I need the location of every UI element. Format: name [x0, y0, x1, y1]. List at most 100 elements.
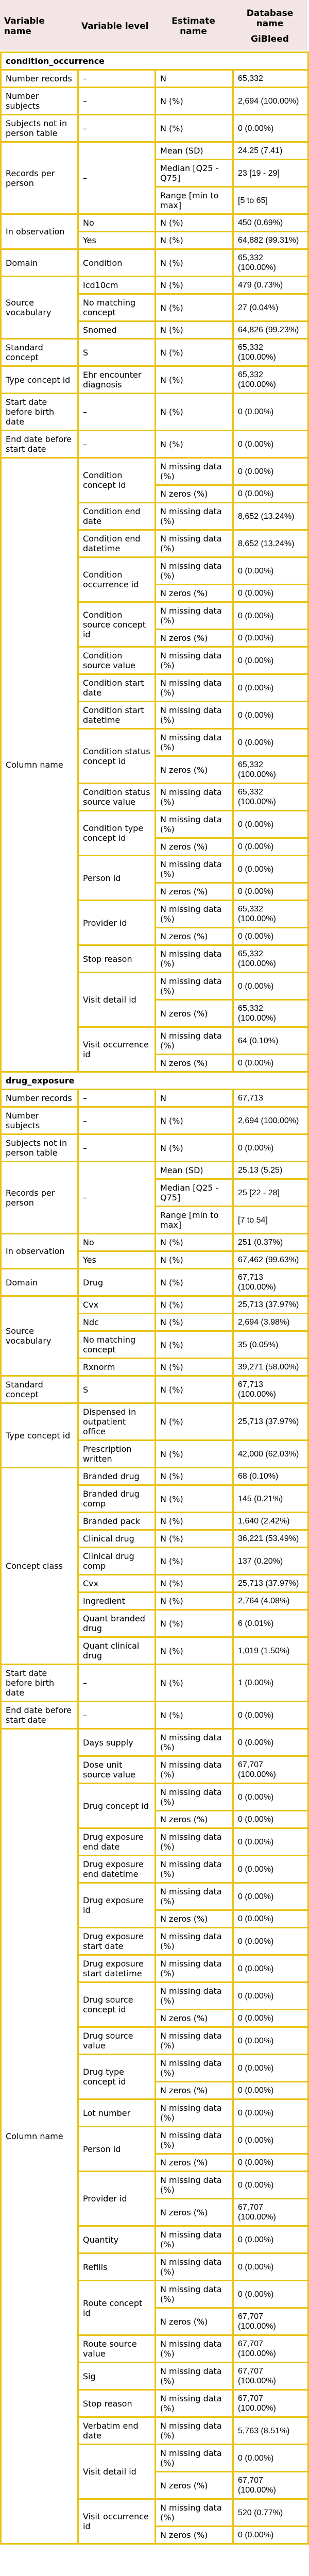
variable-level-cell: Condition concept id: [77, 457, 156, 503]
value-cell: 1,640 (2.42%): [232, 1512, 309, 1531]
table-row: Domain Condition N (%) 65,332 (100.00%): [0, 248, 309, 277]
value-cell: 0 (0.00%): [232, 1054, 309, 1073]
table-row: N zeros (%) 67,707 (100.00%): [1, 2198, 309, 2227]
value-cell: 0 (0.00%): [232, 1882, 309, 1911]
value-cell: 0 (0.00%): [232, 393, 309, 431]
estimate-name-cell: N (%): [154, 276, 234, 295]
table-row: N zeros (%) 0 (0.00%): [1, 2153, 309, 2172]
variable-level-cell: Condition start datetime: [77, 701, 156, 730]
estimate-name-cell: N missing data (%): [154, 1882, 234, 1911]
estimate-name-cell: N (%): [154, 1358, 234, 1377]
table-row: Condition occurrence id N missing data (%…: [1, 556, 309, 603]
variable-level-cell: Route source value: [77, 2334, 156, 2363]
variable-level-cell: Condition type concept id: [77, 810, 156, 856]
variable-level-cell: Route concept id: [77, 2280, 156, 2336]
variable-level-cell: Visit occurrence id: [77, 1026, 156, 1073]
table-row: Condition start datetime N missing data (…: [1, 701, 309, 730]
value-cell: 0 (0.00%): [232, 1927, 309, 1956]
table-row: Condition end datetime N missing data (%)…: [1, 529, 309, 558]
variable-level-cell: Drug: [77, 1268, 156, 1297]
value-cell: 65,332 (100.00%): [232, 944, 309, 973]
value-cell: 67,713 (100.00%): [232, 1375, 309, 1404]
variable-level-cell: Condition occurrence id: [77, 556, 156, 603]
value-cell: 65,332: [232, 69, 309, 88]
value-cell: 479 (0.73%): [232, 276, 309, 295]
value-cell: 520 (0.77%): [232, 2498, 309, 2527]
table-row: Drug source concept id N missing data (%)…: [1, 1981, 309, 2028]
variable-level-cell: Condition source value: [77, 646, 156, 675]
variable-level-cell: S: [77, 1375, 156, 1404]
estimate-name-cell: N zeros (%): [154, 837, 234, 856]
estimate-name-cell: N (%): [154, 338, 234, 367]
variable-level-cell: Branded drug: [77, 1467, 156, 1486]
value-cell: 251 (0.37%): [232, 1233, 309, 1252]
table-row: N zeros (%) 0 (0.00%): [1, 629, 309, 648]
variable-name-cell: End date before start date: [0, 430, 79, 459]
table-row: Drug exposure end date N missing data (%)…: [1, 1827, 309, 1856]
variable-level-cell: –: [77, 1089, 156, 1108]
variable-name-cell: Standard concept: [0, 1375, 79, 1404]
table-row: In observation No N (%) 251 (0.37%): [0, 1233, 309, 1269]
value-cell: 42,000 (62.03%): [232, 1439, 309, 1468]
table-row: Type concept id Ehr encounter diagnosis N …: [0, 365, 309, 394]
estimate-name-cell: N (%): [154, 1591, 234, 1611]
value-cell: 0 (0.00%): [232, 2081, 309, 2100]
estimate-name-cell: N zeros (%): [154, 755, 234, 784]
table-row: Refills N missing data (%) 0 (0.00%): [1, 2252, 309, 2281]
variable-level-cell: Ingredient: [77, 1591, 156, 1611]
table-row: Source vocabulary Cvx N (%) 25,713 (37.97%): [0, 1295, 309, 1377]
value-cell: 0 (0.00%): [232, 1855, 309, 1884]
table-row: N zeros (%) 65,332 (100.00%): [1, 999, 309, 1028]
estimate-name-cell: N missing data (%): [154, 2252, 234, 2281]
table-row: Quant branded drug N (%) 6 (0.01%): [1, 1609, 309, 1638]
variable-level-cell: Sig: [77, 2362, 156, 2391]
table-row: N zeros (%) 0 (0.00%): [1, 584, 309, 603]
value-cell: 0 (0.00%): [232, 629, 309, 648]
value-cell: 0 (0.00%): [232, 556, 309, 585]
table-row: Standard concept S N (%) 67,713 (100.00%): [0, 1375, 309, 1404]
estimate-name-cell: N missing data (%): [154, 2054, 234, 2082]
table-row: Subjects not in person table – N (%) 0 (0.0…: [0, 114, 309, 143]
estimate-name-cell: N (%): [154, 393, 234, 431]
variable-level-cell: Condition: [77, 248, 156, 277]
estimate-name-cell: N (%): [154, 87, 234, 115]
value-cell: 0 (0.00%): [232, 1954, 309, 1983]
value-cell: 65,332 (100.00%): [232, 365, 309, 394]
table-row: N zeros (%) 0 (0.00%): [1, 1810, 309, 1829]
table-row: Dose unit source value N missing data (%)…: [1, 1755, 309, 1784]
estimate-name-cell: N (%): [154, 1313, 234, 1332]
variable-name-cell: Type concept id: [0, 1402, 79, 1468]
variable-level-cell: Condition status source value: [77, 783, 156, 811]
value-cell: 0 (0.00%): [232, 855, 309, 884]
variable-name-cell: Start date before birth date: [0, 1664, 79, 1702]
variable-level-cell: No: [77, 213, 156, 232]
value-cell: 0 (0.00%): [232, 927, 309, 946]
table-row: Person id N missing data (%) 0 (0.00%): [1, 2126, 309, 2172]
value-cell: 2,764 (4.08%): [232, 1591, 309, 1611]
table-row: Subjects not in person table – N (%) 0 (0.0…: [0, 1133, 309, 1162]
variable-level-cell: Visit detail id: [77, 2444, 156, 2500]
variable-name-cell: End date before start date: [0, 1701, 79, 1730]
value-cell: 65,332 (100.00%): [232, 999, 309, 1028]
table-row: Condition end date N missing data (%) 8,65…: [1, 502, 309, 531]
table-row: Lot number N missing data (%) 0 (0.00%): [1, 2098, 309, 2127]
variable-level-cell: Cvx: [77, 1574, 156, 1593]
value-cell: 0 (0.00%): [232, 2009, 309, 2028]
variable-level-cell: Drug exposure end datetime: [77, 1855, 156, 1884]
estimate-name-cell: N (%): [154, 1106, 234, 1135]
value-cell: 0 (0.00%): [232, 114, 309, 143]
value-cell: 67,707 (100.00%): [232, 1755, 309, 1784]
variable-name-cell: Domain: [0, 248, 79, 277]
value-cell: 65,332 (100.00%): [232, 900, 309, 928]
table-row: Visit occurrence id N missing data (%) 520…: [1, 2498, 309, 2545]
variable-level-cell: –: [77, 430, 156, 459]
variable-level-cell: Cvx: [77, 1295, 156, 1314]
estimate-name-cell: N zeros (%): [154, 584, 234, 603]
value-cell: 0 (0.00%): [232, 810, 309, 839]
table-row: Visit detail id N missing data (%) 0 (0.00…: [1, 2444, 309, 2500]
variable-level-cell: Dose unit source value: [77, 1755, 156, 1784]
column-header-estimate-name: Estimate name: [171, 16, 215, 37]
table-row: Drug source value N missing data (%) 0 (0.…: [1, 2026, 309, 2055]
table-row: N zeros (%) 65,332 (100.00%): [1, 755, 309, 784]
table-row: Condition start date N missing data (%) 0 …: [1, 673, 309, 702]
